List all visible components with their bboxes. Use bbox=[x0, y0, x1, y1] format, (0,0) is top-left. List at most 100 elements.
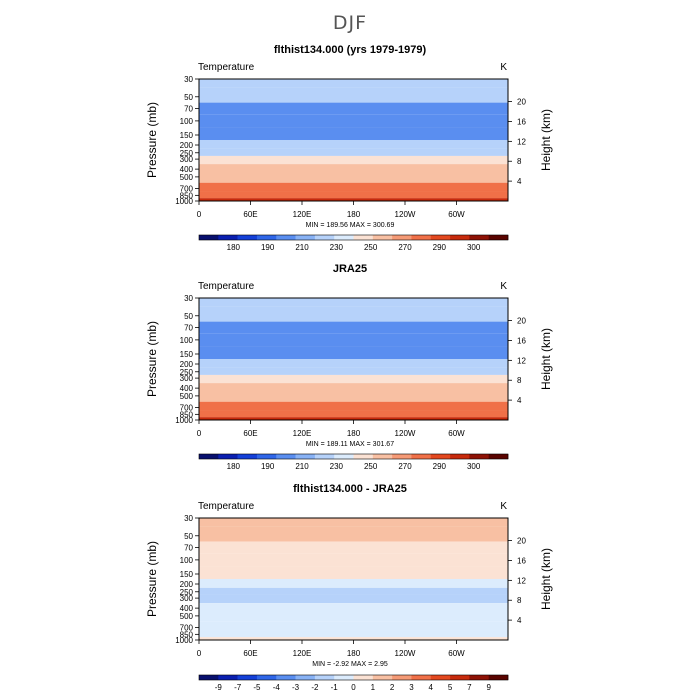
y-tick-label: 200 bbox=[180, 360, 194, 369]
colorbar-segment bbox=[256, 675, 277, 680]
variable-label: Temperature bbox=[198, 281, 255, 292]
colorbar-label: 210 bbox=[295, 462, 309, 471]
heatmap-band bbox=[199, 587, 508, 595]
y-tick-label: 500 bbox=[180, 392, 194, 401]
colorbar-segment bbox=[450, 235, 470, 240]
heatmap-band bbox=[199, 127, 508, 140]
x-tick-label: 60E bbox=[243, 210, 257, 219]
colorbar-label: -1 bbox=[331, 683, 339, 692]
x-tick-label: 180 bbox=[347, 429, 361, 438]
y-tick-label: 400 bbox=[180, 604, 194, 613]
min-max-stats: MIN = 189.56 MAX = 300.69 bbox=[306, 222, 395, 229]
min-max-stats: MIN = 189.11 MAX = 301.67 bbox=[306, 441, 394, 448]
y-tick-label: 150 bbox=[180, 570, 194, 579]
colorbar-segment bbox=[353, 454, 374, 459]
heatmap-band bbox=[199, 367, 508, 375]
y-tick-label: 100 bbox=[180, 556, 194, 565]
colorbar-segment bbox=[430, 675, 451, 680]
y-tick-label: 850 bbox=[180, 630, 194, 639]
heatmap-band bbox=[199, 114, 508, 128]
y-right-tick-label: 4 bbox=[517, 396, 522, 405]
heatmap-band bbox=[199, 401, 508, 411]
heatmap-band bbox=[199, 594, 508, 604]
y-tick-label: 250 bbox=[180, 368, 194, 377]
colorbar-segment bbox=[469, 675, 489, 680]
colorbar-segment bbox=[237, 675, 258, 680]
colorbar-segment bbox=[295, 675, 316, 680]
x-tick-label: 0 bbox=[197, 649, 202, 658]
min-max-stats: MIN = -2.92 MAX = 2.95 bbox=[312, 661, 388, 668]
x-tick-label: 60W bbox=[448, 210, 465, 219]
heatmap-band bbox=[199, 79, 508, 88]
colorbar-segment bbox=[469, 235, 489, 240]
colorbar-label: 250 bbox=[364, 243, 378, 252]
y-tick-label: 200 bbox=[180, 580, 194, 589]
colorbar-segment bbox=[353, 235, 374, 240]
colorbar-segment bbox=[411, 675, 432, 680]
colorbar-label: 270 bbox=[398, 243, 412, 252]
y-tick-label: 70 bbox=[184, 104, 193, 113]
colorbar-label: 270 bbox=[398, 462, 412, 471]
x-tick-label: 120E bbox=[293, 210, 312, 219]
colorbar-segment bbox=[488, 454, 509, 459]
colorbar-segment bbox=[353, 675, 374, 680]
colorbar-segment bbox=[314, 675, 335, 680]
colorbar-label: 190 bbox=[261, 243, 275, 252]
y-tick-label: 700 bbox=[180, 185, 194, 194]
y-tick-label: 400 bbox=[180, 165, 194, 174]
colorbar-frame bbox=[198, 674, 509, 681]
heatmap-band bbox=[199, 612, 508, 622]
colorbar-segment bbox=[237, 235, 258, 240]
colorbar-label: 0 bbox=[351, 683, 356, 692]
y-tick-label: 300 bbox=[180, 155, 194, 164]
colorbar-label: 2 bbox=[390, 683, 395, 692]
colorbar-segment bbox=[295, 454, 316, 459]
heatmap-band bbox=[199, 579, 508, 588]
colorbar-segment bbox=[256, 454, 277, 459]
y-tick-label: 250 bbox=[180, 149, 194, 158]
y-tick-label: 50 bbox=[184, 93, 193, 102]
y-tick-label: 70 bbox=[184, 323, 193, 332]
colorbar-segment bbox=[199, 454, 219, 459]
y-right-axis-label: Height (km) bbox=[539, 328, 553, 390]
heatmap-band bbox=[199, 541, 508, 554]
y-tick-label: 850 bbox=[180, 410, 194, 419]
colorbar-segment bbox=[334, 675, 354, 680]
x-tick-label: 120W bbox=[395, 429, 416, 438]
colorbar-segment bbox=[430, 454, 451, 459]
heatmap-band bbox=[199, 182, 508, 192]
y-tick-label: 30 bbox=[184, 75, 193, 84]
y-axis-label: Pressure (mb) bbox=[145, 321, 159, 397]
y-axis-label: Pressure (mb) bbox=[145, 541, 159, 617]
heatmap-band bbox=[199, 621, 508, 631]
y-right-axis-label: Height (km) bbox=[539, 109, 553, 171]
units-label: K bbox=[500, 281, 507, 292]
heatmap-band bbox=[199, 359, 508, 368]
y-right-tick-label: 16 bbox=[517, 336, 526, 345]
x-tick-label: 120E bbox=[293, 429, 312, 438]
y-tick-label: 30 bbox=[184, 514, 193, 523]
heatmap-band bbox=[199, 173, 508, 183]
colorbar-segment bbox=[276, 235, 296, 240]
colorbar-segment bbox=[392, 235, 412, 240]
heatmap-band bbox=[199, 148, 508, 156]
colorbar-label: 7 bbox=[467, 683, 472, 692]
y-tick-label: 700 bbox=[180, 624, 194, 633]
x-tick-label: 0 bbox=[197, 429, 202, 438]
y-tick-label: 100 bbox=[180, 117, 194, 126]
y-right-tick-label: 20 bbox=[517, 98, 526, 107]
x-tick-label: 60W bbox=[448, 429, 465, 438]
y-tick-label: 70 bbox=[184, 543, 193, 552]
colorbar-label: -9 bbox=[215, 683, 223, 692]
y-right-axis-label: Height (km) bbox=[539, 548, 553, 610]
colorbar-label: 180 bbox=[227, 243, 241, 252]
colorbar-label: -5 bbox=[253, 683, 261, 692]
colorbar-label: 210 bbox=[295, 243, 309, 252]
colorbar-segment bbox=[218, 235, 238, 240]
y-right-tick-label: 20 bbox=[517, 537, 526, 546]
colorbar-label: 300 bbox=[467, 462, 481, 471]
colorbar-segment bbox=[256, 235, 277, 240]
heatmap-band bbox=[199, 383, 508, 393]
heatmap-band bbox=[199, 417, 508, 420]
